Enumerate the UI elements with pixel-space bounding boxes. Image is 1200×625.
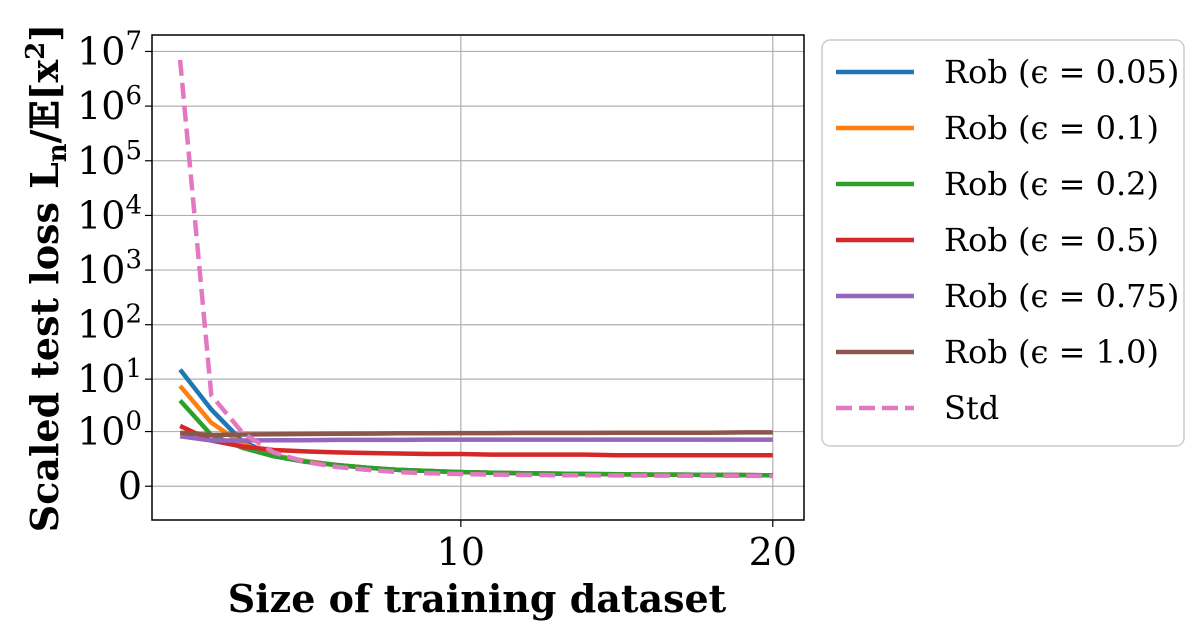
series-lines: [177, 59, 773, 479]
y-tick-base: 10: [77, 410, 125, 454]
y-tick-base: 10: [77, 139, 125, 183]
legend-label: Rob (ϵ = 0.75): [944, 277, 1179, 315]
legend-label: Std: [944, 389, 999, 427]
legend-label: Rob (ϵ = 1.0): [944, 333, 1159, 371]
legend-label: Rob (ϵ = 0.2): [944, 165, 1159, 203]
series-line: [179, 434, 773, 443]
y-tick-exponent: 7: [125, 26, 142, 56]
legend-items: Rob (ϵ = 0.05) Rob (ϵ = 0.1) Rob (ϵ = 0.2)…: [836, 53, 1179, 427]
y-tick-exponent: 3: [125, 245, 142, 275]
y-tick-base: 10: [77, 303, 125, 347]
y-axis-title-main: Scaled test loss L: [22, 162, 67, 532]
legend: Rob (ϵ = 0.05) Rob (ϵ = 0.1) Rob (ϵ = 0.2)…: [821, 39, 1185, 447]
y-tick-label: 107: [77, 26, 142, 73]
y-tick-base: 10: [77, 29, 125, 73]
y-tick-exponent: 6: [125, 81, 142, 111]
y-axis-title: Scaled test loss Ln/𝔼[x2]: [21, 24, 73, 533]
series-line: [178, 368, 773, 478]
y-tick-label: 106: [77, 81, 142, 128]
y-tick-label: 101: [77, 354, 142, 401]
y-axis-title-sub: n: [43, 143, 73, 162]
x-tick-label: 20: [749, 530, 797, 574]
series-line: [177, 59, 773, 479]
y-axis-title-sup: 2: [21, 42, 51, 60]
y-tick-label: 0: [118, 464, 142, 508]
y-tick-label: 104: [77, 190, 142, 237]
y-tick-label: 105: [77, 136, 142, 183]
series-line: [179, 430, 773, 438]
y-tick-base: 10: [77, 193, 125, 237]
x-tick-label: 10: [437, 530, 485, 574]
y-tick-exponent: 1: [125, 354, 142, 384]
y-tick-label: 102: [77, 300, 142, 347]
y-tick-exponent: 0: [125, 407, 142, 437]
y-tick-label: 100: [77, 407, 142, 454]
y-tick-exponent: 4: [125, 190, 142, 220]
legend-label: Rob (ϵ = 0.1): [944, 109, 1159, 147]
y-tick-label: 103: [77, 245, 142, 292]
y-tick-base: 0: [118, 464, 142, 508]
plot-frame: [151, 34, 805, 521]
y-tick-base: 10: [77, 248, 125, 292]
y-axis-title-close: ]: [22, 24, 67, 42]
legend-label: Rob (ϵ = 0.05): [944, 53, 1179, 91]
legend-label: Rob (ϵ = 0.5): [944, 221, 1159, 259]
x-axis-ticks: 10 20: [437, 520, 797, 574]
y-axis-title-tail: /𝔼[x: [22, 59, 67, 143]
x-axis-title: Size of training dataset: [228, 576, 727, 621]
y-tick-base: 10: [77, 84, 125, 128]
legend-box: [821, 39, 1185, 447]
y-tick-exponent: 2: [125, 300, 142, 330]
series-line: [179, 423, 773, 458]
y-tick-base: 10: [77, 357, 125, 401]
y-tick-exponent: 5: [125, 136, 142, 166]
